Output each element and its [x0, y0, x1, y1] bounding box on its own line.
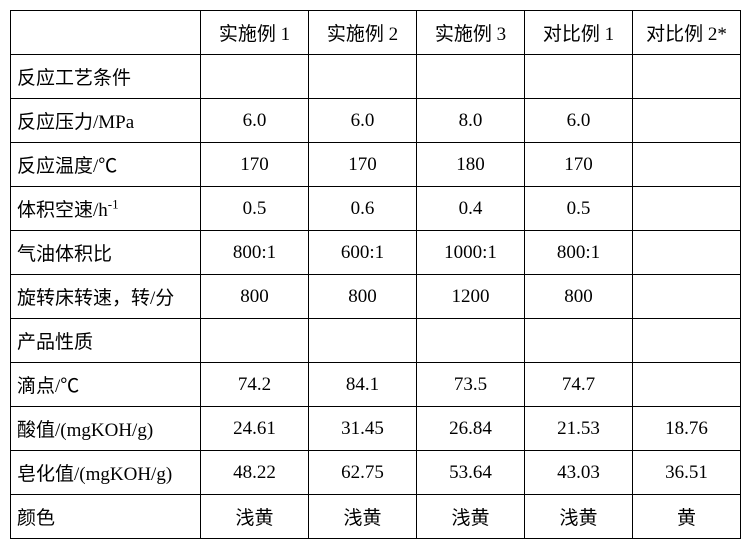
cell: 18.76	[633, 407, 741, 451]
cell: 6.0	[201, 99, 309, 143]
row-label: 酸值/(mgKOH/g)	[11, 407, 201, 451]
table-row: 气油体积比800:1600:11000:1800:1	[11, 231, 741, 275]
cell	[417, 55, 525, 99]
table-row: 产品性质	[11, 319, 741, 363]
cell: 浅黄	[309, 495, 417, 539]
cell	[633, 363, 741, 407]
row-label: 反应工艺条件	[11, 55, 201, 99]
row-label: 旋转床转速，转/分	[11, 275, 201, 319]
table-row: 反应压力/MPa6.06.08.06.0	[11, 99, 741, 143]
row-label: 反应压力/MPa	[11, 99, 201, 143]
header-cell: 实施例 3	[417, 11, 525, 55]
table-row: 反应温度/℃170170180170	[11, 143, 741, 187]
cell	[633, 231, 741, 275]
cell	[309, 319, 417, 363]
cell: 36.51	[633, 451, 741, 495]
cell	[633, 99, 741, 143]
table-header-row: 实施例 1实施例 2实施例 3对比例 1对比例 2*	[11, 11, 741, 55]
cell	[525, 55, 633, 99]
cell: 43.03	[525, 451, 633, 495]
cell: 84.1	[309, 363, 417, 407]
cell	[525, 319, 633, 363]
cell: 1000:1	[417, 231, 525, 275]
header-cell: 实施例 1	[201, 11, 309, 55]
header-cell: 对比例 1	[525, 11, 633, 55]
cell	[633, 319, 741, 363]
cell: 浅黄	[417, 495, 525, 539]
cell: 74.7	[525, 363, 633, 407]
cell: 26.84	[417, 407, 525, 451]
cell: 6.0	[525, 99, 633, 143]
cell	[633, 275, 741, 319]
cell	[633, 187, 741, 231]
header-blank	[11, 11, 201, 55]
cell	[417, 319, 525, 363]
cell: 48.22	[201, 451, 309, 495]
cell: 1200	[417, 275, 525, 319]
cell: 170	[525, 143, 633, 187]
header-cell: 对比例 2*	[633, 11, 741, 55]
table-row: 反应工艺条件	[11, 55, 741, 99]
cell: 21.53	[525, 407, 633, 451]
row-label: 体积空速/h-1	[11, 187, 201, 231]
cell: 浅黄	[201, 495, 309, 539]
cell: 31.45	[309, 407, 417, 451]
table-row: 酸值/(mgKOH/g)24.6131.4526.8421.5318.76	[11, 407, 741, 451]
cell: 0.5	[201, 187, 309, 231]
cell: 0.6	[309, 187, 417, 231]
cell: 0.4	[417, 187, 525, 231]
cell: 600:1	[309, 231, 417, 275]
cell: 73.5	[417, 363, 525, 407]
table-row: 颜色浅黄浅黄浅黄浅黄黄	[11, 495, 741, 539]
cell: 黄	[633, 495, 741, 539]
row-label: 滴点/℃	[11, 363, 201, 407]
cell	[309, 55, 417, 99]
table-row: 旋转床转速，转/分8008001200800	[11, 275, 741, 319]
table-row: 皂化值/(mgKOH/g)48.2262.7553.6443.0336.51	[11, 451, 741, 495]
row-label-sup: -1	[108, 197, 119, 212]
row-label: 皂化值/(mgKOH/g)	[11, 451, 201, 495]
cell: 180	[417, 143, 525, 187]
table-row: 滴点/℃74.284.173.574.7	[11, 363, 741, 407]
cell: 62.75	[309, 451, 417, 495]
cell: 170	[201, 143, 309, 187]
row-label: 反应温度/℃	[11, 143, 201, 187]
cell: 24.61	[201, 407, 309, 451]
table-row: 体积空速/h-10.50.60.40.5	[11, 187, 741, 231]
cell	[201, 55, 309, 99]
row-label: 气油体积比	[11, 231, 201, 275]
cell	[633, 55, 741, 99]
cell: 74.2	[201, 363, 309, 407]
cell: 800	[525, 275, 633, 319]
row-label: 产品性质	[11, 319, 201, 363]
data-table: 实施例 1实施例 2实施例 3对比例 1对比例 2*反应工艺条件反应压力/MPa…	[10, 10, 741, 539]
cell: 0.5	[525, 187, 633, 231]
row-label: 颜色	[11, 495, 201, 539]
cell: 浅黄	[525, 495, 633, 539]
cell: 800:1	[201, 231, 309, 275]
cell: 170	[309, 143, 417, 187]
header-cell: 实施例 2	[309, 11, 417, 55]
cell: 53.64	[417, 451, 525, 495]
cell: 8.0	[417, 99, 525, 143]
cell: 6.0	[309, 99, 417, 143]
cell: 800	[309, 275, 417, 319]
cell: 800	[201, 275, 309, 319]
cell	[201, 319, 309, 363]
cell: 800:1	[525, 231, 633, 275]
cell	[633, 143, 741, 187]
